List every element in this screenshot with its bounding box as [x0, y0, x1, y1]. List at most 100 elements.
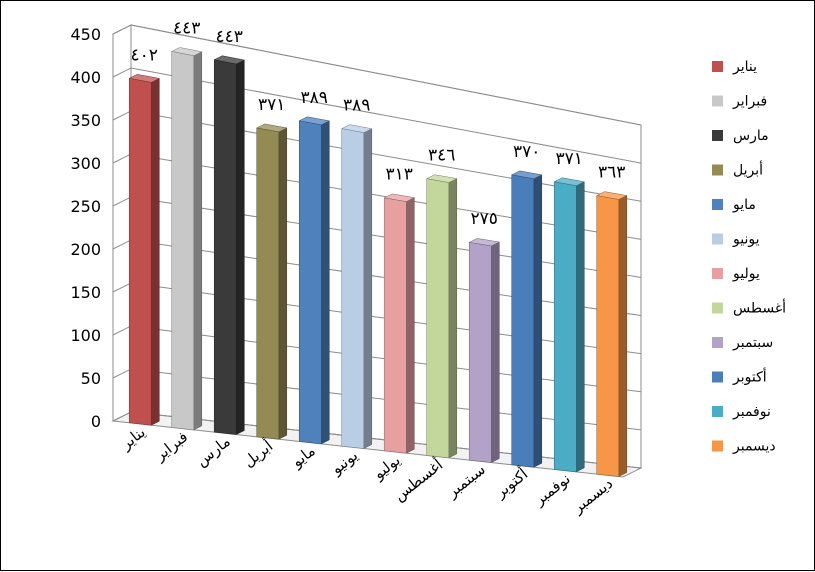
- legend-label: ديسمبر: [732, 439, 776, 455]
- y-tick-label: 350: [70, 111, 101, 130]
- gridline-side: [112, 196, 132, 207]
- x-category-label: أكتوبر: [490, 464, 531, 502]
- bar-front: [213, 59, 237, 435]
- legend-swatch: [712, 302, 723, 314]
- x-category-label: سبتمبر: [443, 460, 489, 501]
- legend-item: يونيو: [712, 232, 760, 248]
- bar-side: [448, 178, 458, 459]
- data-label: ٣٧٠: [513, 142, 540, 162]
- bar-front: [341, 128, 365, 449]
- legend-label: فبراير: [732, 94, 767, 110]
- legend-item: ديسمبر: [712, 439, 776, 455]
- y-tick-label: 250: [70, 197, 101, 216]
- data-label: ٤٠٢: [131, 45, 158, 65]
- gridline-side: [112, 153, 132, 164]
- y-tick-label: 450: [70, 25, 101, 44]
- gridline-side: [112, 24, 132, 35]
- legend-swatch: [712, 199, 723, 210]
- x-category-label: أبريل: [239, 436, 276, 471]
- legend-label: يناير: [732, 59, 757, 75]
- bar-side: [533, 174, 543, 468]
- y-tick-label: 100: [70, 326, 101, 345]
- bar-side: [491, 241, 500, 463]
- legend-swatch: [712, 406, 723, 417]
- x-category-label: مايو: [288, 442, 319, 472]
- bar-front: [128, 78, 152, 426]
- legend-item: يناير: [712, 59, 757, 75]
- y-tick-label: 400: [70, 68, 101, 87]
- bar: [553, 177, 586, 473]
- bar-front: [468, 242, 492, 463]
- data-label: ٣٨٩: [301, 88, 328, 108]
- bar-front: [298, 120, 322, 445]
- bar: [213, 55, 246, 435]
- gridline-side: [112, 67, 132, 78]
- bar-side: [236, 59, 245, 435]
- bar: [340, 124, 373, 449]
- bar-front: [256, 127, 280, 440]
- y-tick-label: 0: [91, 412, 101, 431]
- data-label: ٣٧١: [258, 95, 285, 115]
- legend-swatch: [712, 337, 723, 348]
- legend-label: أغسطس: [733, 299, 786, 317]
- data-label: ٣١٣: [386, 165, 413, 185]
- legend-swatch: [712, 61, 723, 72]
- legend-item: فبراير: [712, 94, 767, 110]
- legend-label: أكتوبر: [732, 368, 767, 386]
- data-label: ٣٨٩: [343, 96, 370, 116]
- bar-side: [576, 181, 585, 473]
- legend-label: أبريل: [733, 161, 763, 179]
- data-label: ٤٤٣: [216, 27, 243, 47]
- legend-item: سبتمبر: [712, 335, 773, 351]
- legend-label: سبتمبر: [732, 335, 773, 351]
- data-label: ٢٧٥: [471, 209, 498, 229]
- bar-front: [426, 178, 450, 459]
- bar: [595, 191, 628, 477]
- bar: [510, 170, 543, 468]
- bar-front: [596, 195, 620, 477]
- bar-side: [193, 51, 203, 431]
- x-category-label: يناير: [117, 423, 149, 454]
- legend-item: يوليو: [712, 266, 760, 282]
- y-tick-label: 200: [70, 240, 101, 259]
- bar: [128, 74, 161, 426]
- legend-item: أبريل: [712, 161, 763, 179]
- legend-swatch: [712, 268, 723, 279]
- data-label: ٣٧١: [556, 149, 583, 169]
- bar-side: [151, 78, 160, 426]
- legend-swatch: [712, 95, 723, 107]
- legend-item: نوفمبر: [712, 404, 771, 420]
- gridline-side: [112, 239, 132, 250]
- x-category-label: ديسمبر: [568, 474, 616, 517]
- legend-label: يونيو: [732, 232, 760, 248]
- bar: [298, 116, 331, 445]
- legend-label: يوليو: [732, 266, 760, 282]
- bar: [468, 238, 501, 463]
- y-axis: 0 50 100 150 200 250 300 350 400 450: [70, 25, 101, 431]
- data-labels: ٤٠٢ ٤٤٣ ٤٤٣ ٣٧١ ٣٨٩ ٣٨٩ ٣١٣ ٣٤٦ ٢٧٥ ٣٧٠ ٣٧١ ٣٦٣: [131, 19, 623, 230]
- legend-swatch: [712, 164, 723, 176]
- legend: يناير فبراير مارس أبريل مايو يونيو يوليو أغسطس س…: [712, 59, 786, 455]
- bar-front: [171, 51, 195, 431]
- bar-side: [406, 197, 415, 454]
- x-category-label: فبراير: [151, 428, 192, 465]
- gridline-side: [112, 411, 132, 422]
- legend-label: مايو: [732, 197, 756, 213]
- bar: [383, 193, 416, 454]
- side-wall: [112, 24, 132, 422]
- x-category-label: مارس: [193, 432, 234, 470]
- bar-side: [363, 128, 373, 449]
- y-tick-label: 150: [70, 283, 101, 302]
- bar-front: [383, 197, 407, 454]
- bar-front: [511, 174, 535, 468]
- x-category-label: نوفمبر: [530, 470, 574, 510]
- x-category-label: يونيو: [327, 446, 361, 478]
- legend-item: مايو: [712, 197, 756, 213]
- legend-swatch: [712, 130, 723, 141]
- legend-item: مارس: [712, 128, 769, 144]
- legend-label: نوفمبر: [732, 404, 771, 420]
- bars: [128, 47, 628, 477]
- bar: [425, 174, 458, 459]
- x-category-label: يوليو: [369, 451, 404, 484]
